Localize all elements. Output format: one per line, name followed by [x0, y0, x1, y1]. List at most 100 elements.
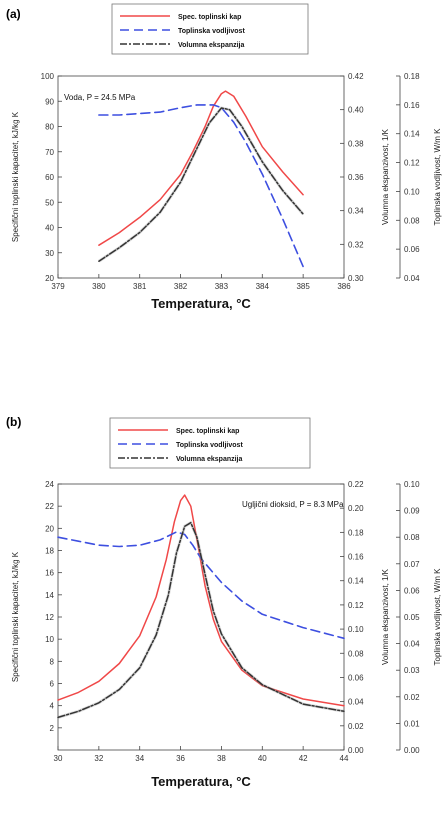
data-point — [119, 663, 120, 664]
legend-label: Toplinska vodljivost — [176, 442, 243, 449]
data-point — [262, 614, 263, 615]
legend-box — [111, 3, 309, 55]
data-point — [166, 559, 167, 560]
legend-box — [109, 417, 311, 469]
y2-tick-label: 0.18 — [348, 528, 364, 537]
data-point — [282, 190, 283, 191]
y3-tick-label: 0.05 — [404, 613, 420, 622]
y3-axis-title: Toplinska vodljivost, W/m K — [433, 128, 442, 226]
y1-tick-label: 100 — [41, 72, 55, 81]
x-tick-label: 30 — [54, 754, 63, 763]
y2-tick-label: 0.02 — [348, 722, 364, 731]
x-tick-label: 386 — [337, 282, 351, 291]
data-point — [139, 545, 140, 546]
y2-tick-label: 0.08 — [348, 649, 364, 658]
y2-tick-label: 0.36 — [348, 173, 364, 182]
data-point — [168, 595, 169, 596]
data-point — [221, 634, 222, 635]
y2-tick-label: 0.30 — [348, 274, 364, 283]
data-point — [98, 115, 99, 116]
data-point — [98, 545, 99, 546]
data-point — [262, 146, 263, 147]
y3-tick-label: 0.04 — [404, 640, 420, 649]
x-tick-label: 380 — [92, 282, 106, 291]
data-point — [241, 601, 242, 602]
data-point — [213, 611, 214, 612]
y1-tick-label: 10 — [45, 635, 54, 644]
y1-tick-label: 18 — [45, 547, 54, 556]
data-point — [156, 597, 157, 598]
y3-tick-label: 0.00 — [404, 746, 420, 755]
x-tick-label: 383 — [215, 282, 229, 291]
data-point — [344, 638, 345, 639]
data-point — [58, 717, 59, 718]
data-point — [160, 199, 161, 200]
y3-tick-label: 0.12 — [404, 159, 420, 168]
series-line-heat-capacity — [98, 90, 304, 246]
y1-tick-label: 50 — [45, 198, 54, 207]
y2-tick-label: 0.12 — [348, 601, 364, 610]
x-tick-label: 40 — [258, 754, 267, 763]
data-point — [119, 115, 120, 116]
data-point — [184, 495, 185, 496]
data-point — [209, 123, 210, 124]
panel-b: (b)30 32 34 36 38 40 42 44246810121416182022240… — [6, 415, 442, 789]
y1-tick-label: 24 — [45, 480, 54, 489]
x-tick-label: 36 — [176, 754, 185, 763]
data-point — [282, 218, 283, 219]
data-point — [58, 700, 59, 701]
panel-label: (a) — [6, 7, 21, 21]
y2-tick-label: 0.22 — [348, 480, 364, 489]
data-point — [344, 711, 345, 712]
y2-tick-label: 0.38 — [348, 139, 364, 148]
data-point — [197, 537, 198, 538]
data-point — [78, 541, 79, 542]
y3-tick-label: 0.01 — [404, 719, 420, 728]
data-point — [303, 266, 304, 267]
data-point — [176, 531, 177, 532]
data-point — [180, 500, 181, 501]
y1-tick-label: 14 — [45, 591, 54, 600]
y1-tick-label: 20 — [45, 274, 54, 283]
x-tick-label: 382 — [174, 282, 188, 291]
data-point — [233, 122, 234, 123]
data-point — [282, 172, 283, 173]
y1-tick-label: 16 — [45, 569, 54, 578]
data-point — [262, 684, 263, 685]
y3-tick-label: 0.16 — [404, 101, 420, 110]
data-point — [262, 174, 263, 175]
data-point — [156, 635, 157, 636]
x-tick-label: 379 — [51, 282, 65, 291]
panel-a: (a) 379 380 381 382 383 384 385 386 20 30 40 50 60 70 8… — [6, 3, 442, 311]
data-point — [119, 546, 120, 547]
data-point — [197, 104, 198, 105]
y1-tick-label: 90 — [45, 97, 54, 106]
y3-tick-label: 0.18 — [404, 72, 420, 81]
data-point — [139, 217, 140, 218]
series-line-volume-expansion — [98, 107, 304, 262]
data-point — [180, 174, 181, 175]
y3-tick-label: 0.14 — [404, 130, 420, 139]
y2-tick-label: 0.40 — [348, 106, 364, 115]
data-point — [197, 148, 198, 149]
x-axis-title: Temperatura, °C — [151, 774, 251, 789]
data-point — [303, 214, 304, 215]
y3-tick-label: 0.08 — [404, 533, 420, 542]
y1-tick-label: 60 — [45, 173, 54, 182]
data-point — [184, 526, 185, 527]
y3-tick-label: 0.08 — [404, 216, 420, 225]
data-point — [78, 692, 79, 693]
y1-tick-label: 20 — [45, 524, 54, 533]
y1-tick-label: 70 — [45, 148, 54, 157]
y2-tick-label: 0.42 — [348, 72, 364, 81]
x-tick-label: 385 — [296, 282, 310, 291]
y3-tick-label: 0.04 — [404, 274, 420, 283]
data-point — [229, 109, 230, 110]
y3-tick-label: 0.07 — [404, 560, 420, 569]
data-point — [213, 619, 214, 620]
y2-tick-label: 0.32 — [348, 240, 364, 249]
data-point — [176, 553, 177, 554]
data-point — [344, 705, 345, 706]
y1-axis-title: Specifični toplinski kapacitet, kJ/kg K — [11, 551, 20, 682]
